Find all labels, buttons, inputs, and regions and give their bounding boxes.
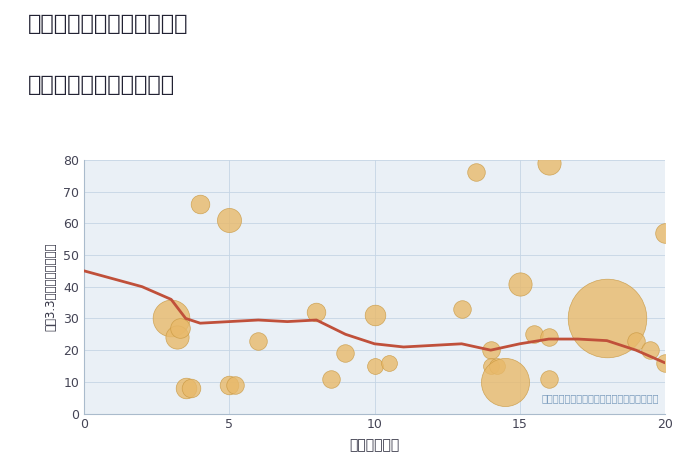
Point <box>340 350 351 357</box>
Point <box>456 305 468 313</box>
Point <box>543 375 554 383</box>
Point <box>470 169 482 176</box>
Point <box>195 201 206 208</box>
Point <box>514 280 525 287</box>
Point <box>165 315 176 322</box>
Point <box>369 312 380 319</box>
Point <box>174 324 186 332</box>
X-axis label: 駅距離（分）: 駅距離（分） <box>349 439 400 453</box>
Point <box>224 216 235 224</box>
Point <box>230 381 241 389</box>
Point <box>224 381 235 389</box>
Point <box>631 337 642 345</box>
Point <box>311 308 322 316</box>
Point <box>543 159 554 167</box>
Point <box>528 330 540 338</box>
Point <box>326 375 337 383</box>
Point <box>659 359 671 367</box>
Point <box>180 384 191 392</box>
Text: 駅距離別中古戸建て価格: 駅距離別中古戸建て価格 <box>28 75 175 95</box>
Point <box>543 334 554 341</box>
Point <box>485 362 496 370</box>
Text: 円の大きさは、取引のあった物件面積を示す: 円の大きさは、取引のあった物件面積を示す <box>542 393 659 403</box>
Y-axis label: 坪（3.3㎡）単価（万円）: 坪（3.3㎡）単価（万円） <box>45 243 57 331</box>
Point <box>485 346 496 354</box>
Point <box>645 346 656 354</box>
Text: 兵庫県豊岡市但東町木村の: 兵庫県豊岡市但東町木村の <box>28 14 188 34</box>
Point <box>659 229 671 236</box>
Point <box>500 378 511 385</box>
Point <box>601 315 612 322</box>
Point <box>172 334 183 341</box>
Point <box>491 362 502 370</box>
Point <box>384 359 395 367</box>
Point <box>369 362 380 370</box>
Point <box>253 337 264 345</box>
Point <box>186 384 197 392</box>
